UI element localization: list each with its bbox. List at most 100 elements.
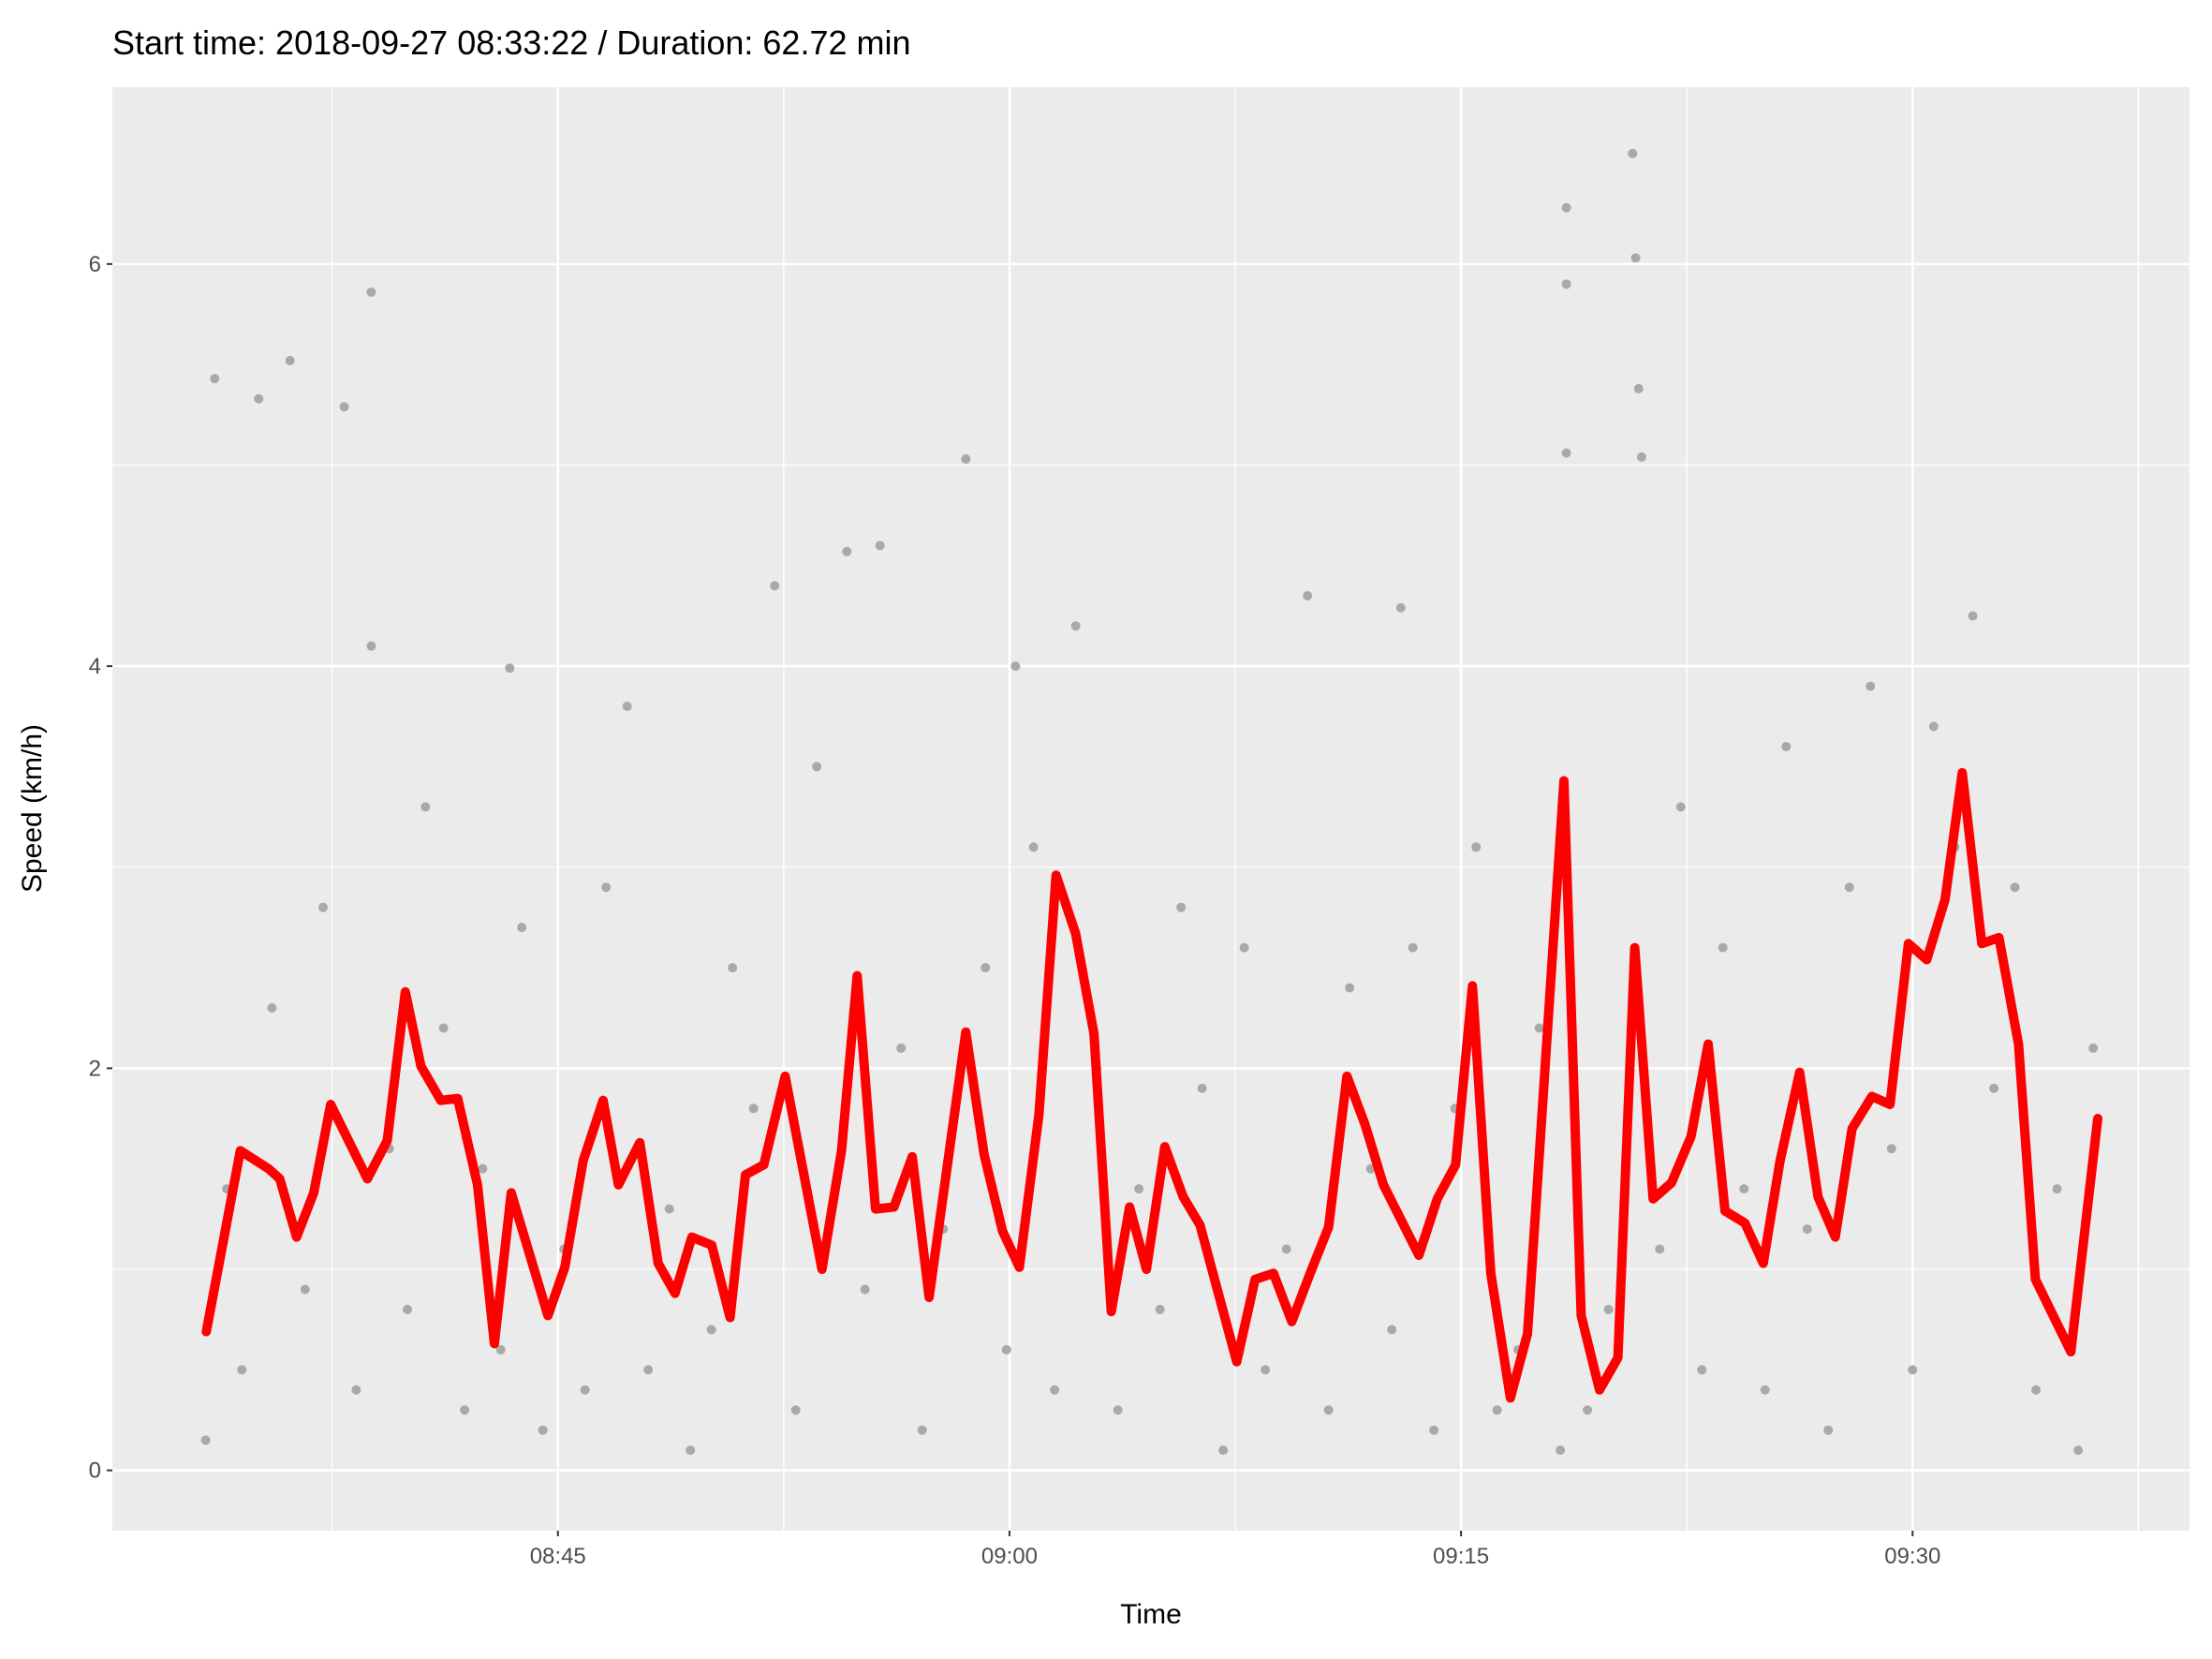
point [210,374,220,384]
point [351,1385,361,1395]
point [2073,1445,2084,1456]
point [664,1204,674,1214]
point [1155,1304,1165,1314]
point [1239,942,1249,953]
point [1583,1405,1593,1415]
point [460,1405,470,1415]
point [517,923,527,933]
x-tick-label: 09:30 [1884,1544,1940,1569]
point [1823,1425,1834,1435]
chart-title: Start time: 2018-09-27 08:33:22 / Durati… [112,23,911,62]
point [1070,621,1081,631]
point [505,663,515,674]
x-axis-title: Time [1120,1599,1182,1630]
point [420,802,431,812]
point [2010,882,2020,893]
point [2031,1385,2042,1395]
point [917,1425,927,1435]
point [1050,1385,1060,1395]
axes: 0 2 4 6 08:45 09:00 09:15 09:30 [89,252,1941,1569]
point [1886,1144,1896,1154]
point [875,541,885,551]
point [1718,942,1728,953]
marks [200,148,2102,1456]
point [1628,148,1638,158]
point [200,1435,211,1445]
point [267,1002,277,1013]
point [1908,1365,1918,1375]
point [1630,253,1641,263]
point [1781,741,1792,751]
point [1471,842,1482,852]
speed-line [201,767,2102,1403]
y-axis-title: Speed (km/h) [17,724,48,893]
point [1176,902,1187,912]
point [1534,1023,1544,1033]
point [1218,1445,1229,1456]
point [478,1163,488,1174]
y-tick-label: 0 [89,1459,101,1484]
point [1345,983,1355,993]
point [1561,279,1571,289]
point [1028,842,1039,852]
point [601,882,612,893]
point [790,1405,801,1415]
point [366,287,376,297]
point [1675,802,1686,812]
point [1697,1365,1707,1375]
point [860,1284,870,1295]
point [1134,1184,1144,1194]
point [2088,1043,2099,1053]
point [1387,1325,1397,1335]
point [1928,721,1939,732]
point [403,1304,413,1314]
point [1303,590,1313,600]
point [1760,1385,1770,1395]
point [1655,1244,1665,1254]
point [1603,1304,1614,1314]
point [2052,1184,2062,1194]
point [1281,1244,1291,1254]
point [538,1425,548,1435]
point [254,393,264,404]
point [770,581,780,591]
point [1561,448,1571,458]
point [1633,383,1644,393]
point [318,902,329,912]
point [1010,661,1021,672]
point [1395,602,1406,613]
point [1968,611,1978,621]
point [1323,1405,1334,1415]
point [339,402,349,412]
point [643,1365,654,1375]
y-tick-label: 6 [89,252,101,277]
point [748,1104,759,1114]
point [728,963,738,973]
point [1989,1083,1999,1093]
point [706,1325,716,1335]
point [1739,1184,1749,1194]
point [1197,1083,1207,1093]
point [981,963,991,973]
point [1261,1365,1271,1375]
point [285,355,295,365]
point [366,641,376,651]
x-tick-label: 09:00 [981,1544,1038,1569]
y-tick-label: 2 [89,1056,101,1081]
point [438,1023,449,1033]
point [1492,1405,1502,1415]
panel [112,87,2190,1531]
x-tick-label: 09:15 [1433,1544,1489,1569]
x-tick-label: 08:45 [530,1544,586,1569]
point [1802,1224,1812,1235]
point [580,1385,590,1395]
point [1561,202,1571,213]
point [300,1284,310,1295]
point [896,1043,907,1053]
point [495,1344,506,1355]
point [961,454,971,465]
point [1408,942,1418,953]
point [1636,452,1646,462]
point [237,1365,247,1375]
